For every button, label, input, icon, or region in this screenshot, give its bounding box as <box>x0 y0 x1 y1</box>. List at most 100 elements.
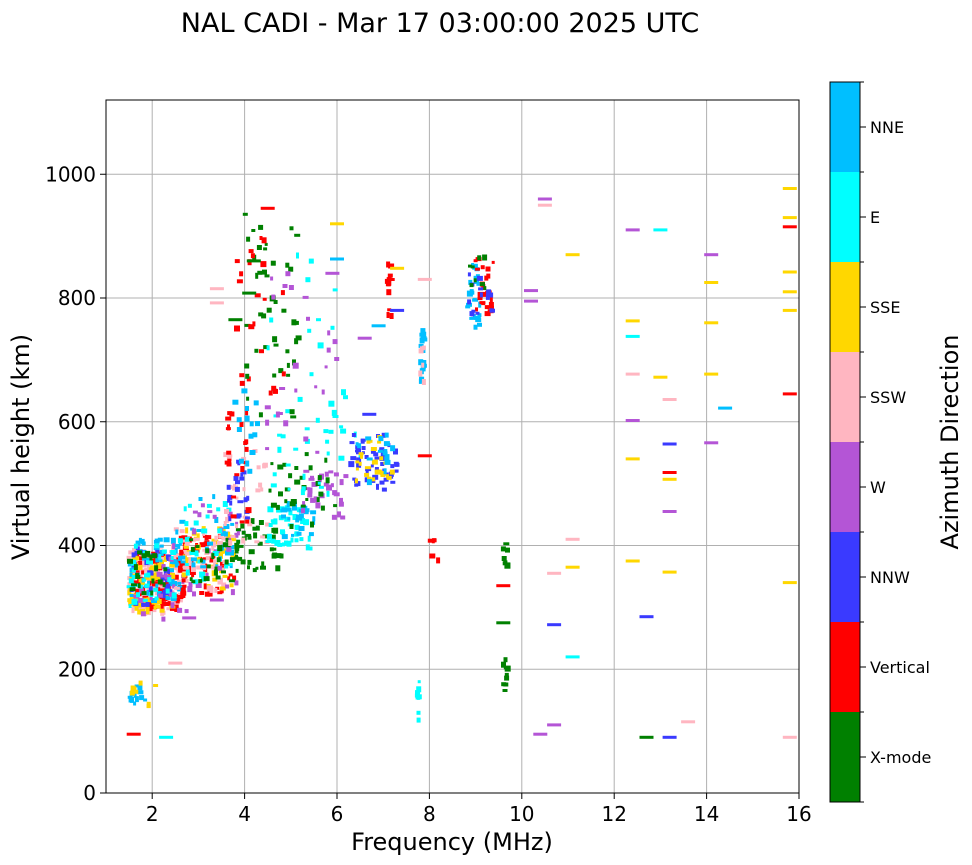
data-point <box>245 373 250 379</box>
x-axis-label: Frequency (MHz) <box>351 828 553 856</box>
data-point <box>340 428 347 434</box>
data-point <box>625 372 640 376</box>
data-point <box>291 533 294 537</box>
data-point <box>469 311 475 317</box>
data-point <box>140 608 146 612</box>
data-point <box>390 308 405 312</box>
data-point <box>305 277 311 283</box>
data-point <box>227 458 232 463</box>
data-point <box>378 436 384 442</box>
data-point <box>389 469 395 475</box>
data-point <box>380 462 385 466</box>
data-point <box>246 259 261 263</box>
data-point <box>149 570 154 576</box>
data-point <box>292 362 299 369</box>
data-point <box>245 406 249 411</box>
data-point <box>370 447 377 451</box>
data-point <box>390 480 396 484</box>
data-point <box>211 541 217 548</box>
data-point <box>218 552 223 559</box>
data-point <box>149 554 153 561</box>
data-point <box>275 565 281 572</box>
data-point <box>151 598 157 603</box>
data-point <box>205 514 210 519</box>
data-point <box>469 316 476 320</box>
data-point <box>199 591 205 595</box>
data-point <box>356 457 362 463</box>
data-point <box>213 569 218 576</box>
data-point <box>373 452 379 457</box>
data-point <box>271 534 276 540</box>
data-point <box>371 477 376 482</box>
data-point <box>190 557 197 562</box>
data-point <box>298 526 305 531</box>
data-point <box>330 257 344 261</box>
data-point <box>330 325 335 330</box>
data-point <box>262 534 269 539</box>
data-point <box>247 535 252 540</box>
data-point <box>308 258 314 264</box>
data-point <box>265 447 270 451</box>
data-point <box>307 487 313 494</box>
data-point <box>321 389 325 395</box>
data-points <box>126 187 797 739</box>
data-point <box>225 516 230 523</box>
data-point <box>314 385 318 389</box>
data-point <box>135 570 140 574</box>
data-point <box>374 456 380 460</box>
data-point <box>221 536 227 541</box>
data-point <box>466 302 472 307</box>
data-point <box>163 567 168 572</box>
data-point <box>782 392 797 396</box>
data-point <box>782 308 797 312</box>
data-point <box>468 279 473 285</box>
data-point <box>131 569 136 573</box>
data-point <box>217 545 223 552</box>
data-point <box>311 481 318 487</box>
data-point <box>313 496 318 503</box>
data-point <box>339 497 343 503</box>
data-point <box>366 439 373 443</box>
data-point <box>128 600 134 606</box>
data-point <box>418 370 423 377</box>
data-point <box>504 672 509 679</box>
data-point <box>488 302 494 308</box>
data-point <box>782 225 797 229</box>
data-point <box>209 598 224 602</box>
data-point <box>150 603 155 610</box>
data-point <box>257 541 263 546</box>
data-point <box>332 339 338 345</box>
data-point <box>174 581 177 586</box>
data-point <box>258 482 263 488</box>
data-point <box>308 532 314 537</box>
data-point <box>212 494 216 500</box>
data-point <box>246 396 250 401</box>
data-point <box>268 488 272 493</box>
data-point <box>149 595 153 601</box>
data-point <box>178 559 182 563</box>
data-point <box>475 267 480 271</box>
data-point <box>196 565 202 570</box>
data-point <box>704 441 719 445</box>
data-point <box>237 500 244 504</box>
data-point <box>390 266 405 270</box>
data-point <box>255 525 260 531</box>
data-point <box>241 530 246 535</box>
data-point <box>127 558 133 564</box>
data-point <box>161 564 166 569</box>
data-point <box>129 690 135 696</box>
data-point <box>547 723 562 727</box>
data-point <box>371 324 386 328</box>
colorbar-tick-label: Vertical <box>870 658 930 677</box>
data-point <box>134 604 139 611</box>
data-point <box>127 590 132 596</box>
data-point <box>278 491 283 497</box>
data-point <box>328 470 334 474</box>
data-point <box>326 347 331 353</box>
colorbar-tick-label: X-mode <box>870 748 931 767</box>
data-point <box>272 547 277 551</box>
data-point <box>159 551 164 556</box>
chart-title: NAL CADI - Mar 17 03:00:00 2025 UTC <box>181 8 699 39</box>
data-point <box>173 566 176 570</box>
data-point <box>133 564 138 571</box>
